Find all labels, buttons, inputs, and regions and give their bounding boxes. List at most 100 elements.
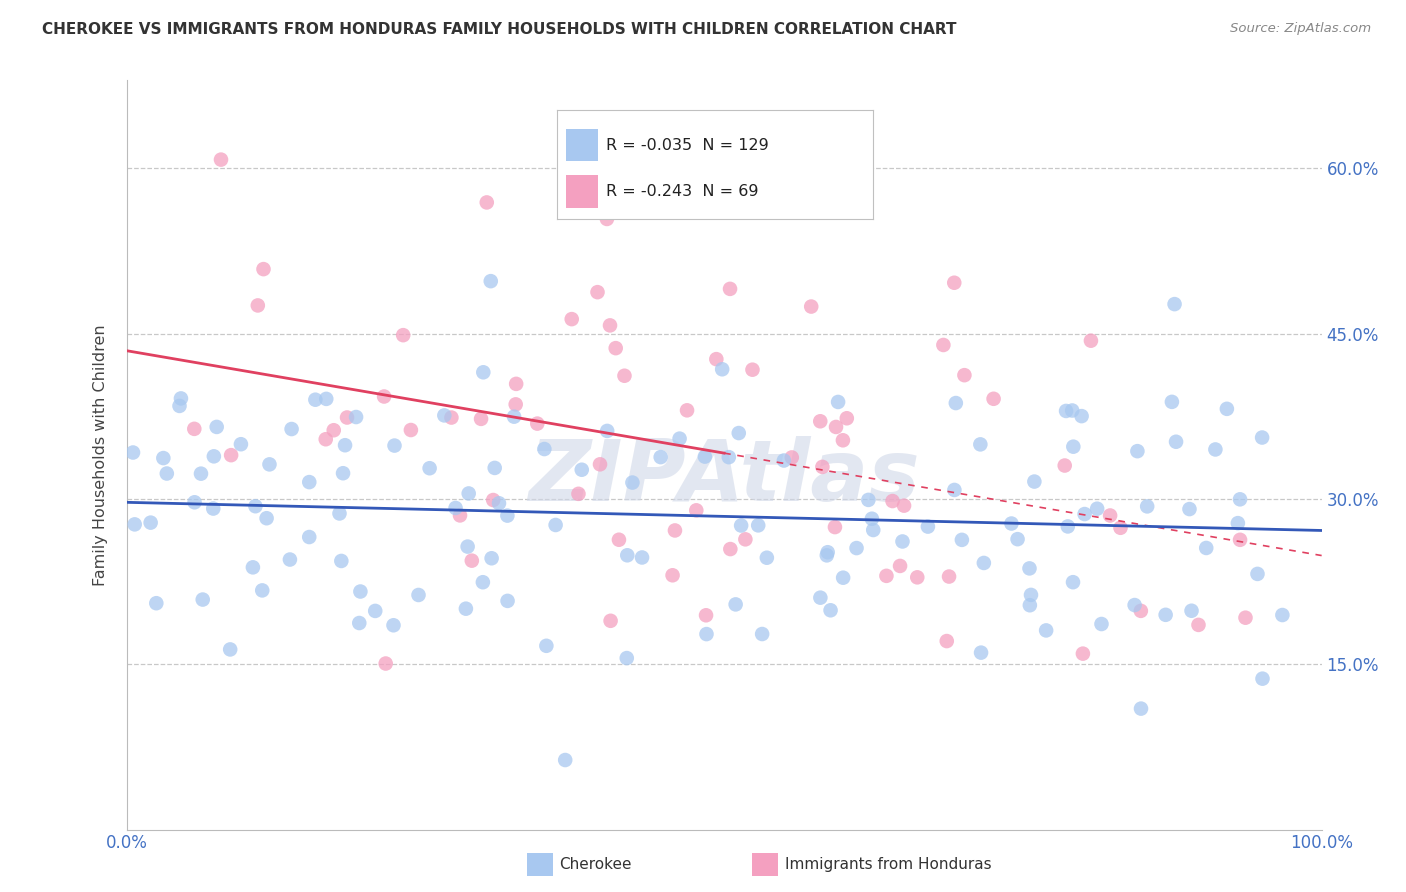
Point bbox=[1070, 409, 1092, 423]
Point bbox=[751, 627, 773, 641]
Point bbox=[1154, 607, 1177, 622]
Point bbox=[724, 598, 747, 612]
Point bbox=[1062, 403, 1084, 417]
Point bbox=[169, 399, 191, 413]
Point bbox=[457, 540, 479, 554]
Point bbox=[373, 390, 395, 404]
Point bbox=[209, 153, 232, 167]
Point bbox=[607, 533, 630, 547]
Point bbox=[349, 615, 371, 630]
Point bbox=[780, 450, 803, 465]
Point bbox=[1062, 440, 1084, 454]
Point bbox=[1000, 516, 1022, 531]
Point bbox=[693, 450, 716, 464]
Point bbox=[973, 556, 995, 570]
Point bbox=[246, 298, 269, 312]
Point bbox=[1035, 624, 1057, 638]
Point bbox=[259, 458, 281, 472]
Point bbox=[1018, 561, 1040, 575]
Point bbox=[219, 448, 242, 462]
Point bbox=[845, 541, 868, 555]
Point bbox=[1271, 607, 1294, 622]
Point bbox=[893, 499, 915, 513]
Point bbox=[983, 392, 1005, 406]
Point bbox=[332, 467, 354, 481]
Point bbox=[472, 365, 495, 379]
Point bbox=[817, 545, 839, 559]
Point bbox=[773, 453, 796, 467]
Point bbox=[1195, 541, 1218, 555]
Point bbox=[156, 467, 179, 481]
Point bbox=[470, 412, 492, 426]
Point bbox=[734, 533, 756, 547]
Point bbox=[938, 569, 960, 583]
Point bbox=[124, 517, 146, 532]
Point bbox=[554, 753, 576, 767]
Point bbox=[496, 594, 519, 608]
Point bbox=[905, 570, 928, 584]
Point bbox=[349, 584, 371, 599]
Point bbox=[1178, 502, 1201, 516]
Point bbox=[1053, 458, 1076, 473]
Point bbox=[1062, 575, 1084, 590]
Point bbox=[1018, 599, 1040, 613]
Point bbox=[586, 285, 609, 300]
Point bbox=[280, 422, 302, 436]
Point bbox=[1090, 617, 1112, 632]
Point bbox=[1251, 672, 1274, 686]
Point bbox=[800, 300, 823, 314]
Point bbox=[1187, 618, 1209, 632]
Point bbox=[755, 550, 778, 565]
Point bbox=[935, 634, 957, 648]
Point bbox=[1129, 604, 1152, 618]
Point bbox=[471, 575, 494, 590]
Point bbox=[408, 588, 430, 602]
Point bbox=[832, 434, 855, 448]
Point bbox=[1161, 395, 1184, 409]
Point bbox=[835, 411, 858, 425]
Point bbox=[461, 554, 484, 568]
Point bbox=[384, 439, 406, 453]
Point bbox=[503, 409, 526, 424]
Point bbox=[1109, 521, 1132, 535]
Point bbox=[1229, 533, 1251, 547]
Point bbox=[589, 458, 612, 472]
Point bbox=[1130, 701, 1153, 715]
Point bbox=[152, 451, 174, 466]
Point bbox=[315, 432, 337, 446]
Point bbox=[505, 397, 527, 411]
Point bbox=[364, 604, 387, 618]
Point bbox=[695, 608, 717, 623]
Point bbox=[616, 651, 638, 665]
Point bbox=[191, 592, 214, 607]
Point bbox=[891, 534, 914, 549]
Point bbox=[621, 475, 644, 490]
Point bbox=[315, 392, 337, 406]
Point bbox=[183, 422, 205, 436]
Point bbox=[717, 450, 740, 465]
Point bbox=[219, 642, 242, 657]
Point bbox=[808, 414, 831, 428]
Point bbox=[1080, 334, 1102, 348]
Point bbox=[229, 437, 252, 451]
Point bbox=[953, 368, 976, 383]
Point bbox=[484, 461, 506, 475]
Point bbox=[875, 569, 897, 583]
Point bbox=[858, 492, 880, 507]
Point bbox=[596, 211, 619, 226]
Point bbox=[727, 425, 749, 440]
Point bbox=[139, 516, 162, 530]
Point bbox=[1229, 492, 1251, 507]
Point bbox=[344, 410, 367, 425]
Point bbox=[374, 657, 396, 671]
Point bbox=[544, 518, 567, 533]
Point bbox=[170, 392, 193, 406]
Point bbox=[245, 500, 267, 514]
Point bbox=[298, 475, 321, 489]
Point bbox=[505, 376, 527, 391]
Point bbox=[1073, 507, 1095, 521]
Point bbox=[1054, 404, 1077, 418]
Point bbox=[882, 494, 904, 508]
Point bbox=[278, 552, 301, 566]
Point bbox=[336, 410, 359, 425]
